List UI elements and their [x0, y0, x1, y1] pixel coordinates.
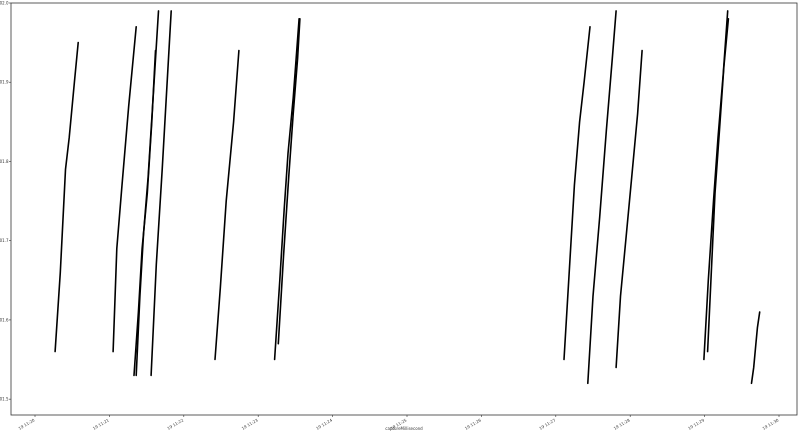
x-tick-label: 19 11:27	[538, 417, 556, 431]
x-tick-label: 19 11:23	[241, 417, 259, 431]
x-tick-label: 19 11:20	[18, 417, 36, 431]
series-line-7	[273, 18, 300, 361]
y-tick-label: 101.7	[0, 238, 9, 243]
y-tick-label: 101.8	[0, 159, 9, 164]
series-line-11	[615, 49, 643, 369]
x-tick-label: 19 11:28	[613, 417, 631, 431]
series-group	[54, 10, 761, 385]
series-line-9	[563, 26, 591, 361]
x-tick-label: 19 11:21	[92, 417, 110, 431]
y-tick-label: 101.5	[0, 397, 9, 402]
y-axis: 101.5 101.6 101.7 101.8 101.9 102.0	[0, 0, 11, 402]
series-line-10	[587, 10, 617, 385]
series-line-2	[112, 26, 137, 353]
y-tick-label: 101.9	[0, 80, 9, 85]
series-line-6	[214, 49, 240, 361]
series-line-5	[150, 10, 172, 377]
y-tick-label: 101.6	[0, 317, 9, 322]
y-tick-label: 102.0	[0, 0, 9, 5]
x-axis-label: captureMillisecond	[385, 426, 423, 431]
x-tick-label: 19 11:30	[762, 417, 780, 431]
series-line-8	[277, 18, 301, 345]
series-line-1	[54, 41, 79, 353]
x-tick-label: 19 11:24	[315, 417, 333, 431]
series-line-14	[750, 311, 761, 385]
x-tick-label: 19 11:29	[687, 417, 705, 431]
x-tick-label: 19 11:26	[464, 417, 482, 431]
plot-frame	[10, 2, 798, 416]
series-line-13	[706, 18, 730, 353]
x-tick-label: 19 11:22	[166, 417, 184, 431]
series-line-4	[135, 10, 160, 377]
